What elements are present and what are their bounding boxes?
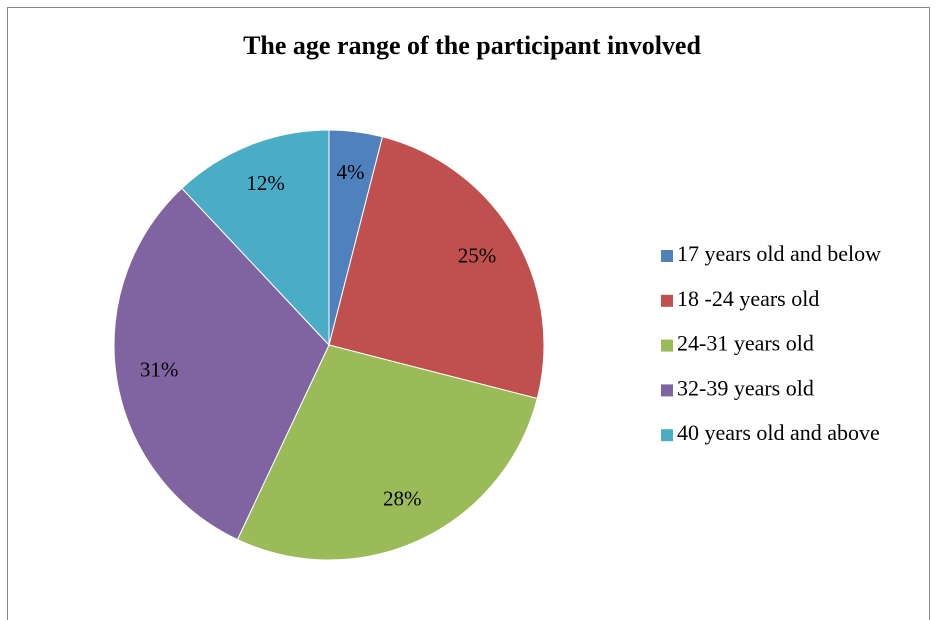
pie-slice [236, 344, 538, 561]
pie-slice [113, 187, 330, 541]
legend-swatch [661, 429, 673, 442]
data-label: 25% [458, 243, 497, 267]
data-label: 4% [337, 160, 365, 184]
data-label: 28% [383, 486, 422, 510]
legend-swatch [661, 339, 673, 352]
legend-label: 32-39 years old [677, 375, 814, 400]
legend-label: 18 -24 years old [677, 286, 819, 311]
legend-label: 17 years old and below [677, 241, 881, 266]
legend-swatch [661, 294, 673, 307]
data-label: 12% [246, 171, 285, 195]
legend-label: 24-31 years old [677, 331, 814, 356]
chart-title: The age range of the participant involve… [243, 31, 701, 60]
legend-swatch [661, 250, 673, 262]
pie-slice [328, 136, 545, 400]
pie-slice [181, 129, 330, 347]
data-label: 31% [140, 358, 179, 382]
legend-label: 40 years old and above [677, 420, 880, 445]
legend-swatch [661, 384, 673, 397]
